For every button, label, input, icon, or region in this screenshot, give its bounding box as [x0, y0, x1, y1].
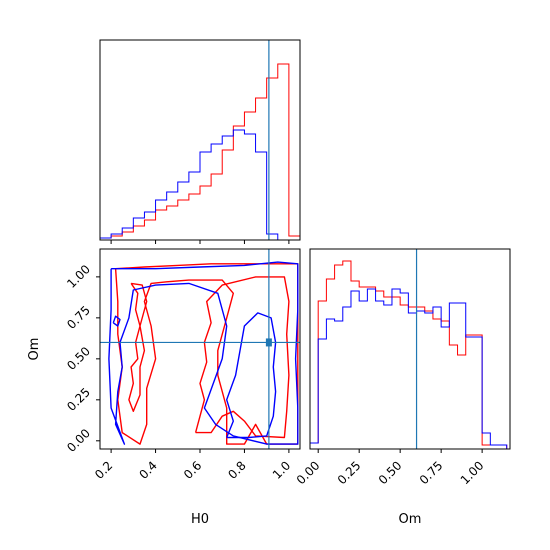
joint-ytick-label: 1.00: [64, 262, 93, 291]
om-axis-label-y: Om: [27, 338, 42, 361]
joint-xtick-label: 0.8: [225, 458, 248, 481]
om-marginal-panel: 0.00 0.25 0.50 0.75 1.00 Om: [294, 248, 511, 527]
joint-xtick-label: 1.0: [270, 458, 293, 481]
om-marginal-frame: [309, 248, 511, 450]
om-histogram-blue: [309, 288, 508, 449]
h0-axis-label: H0: [191, 512, 209, 527]
joint-xtick-label: 0.2: [92, 458, 115, 481]
om-marginal-xtick-label: 0.25: [335, 458, 364, 487]
h0-om-joint-panel: 0.2 0.4 0.6 0.8 1.0 0.00 0.25 0.50 0.75 1.00 H0 Om: [27, 248, 301, 527]
om-marginal-xtick-label: 0.75: [417, 458, 446, 487]
om-marginal-xtick-label: 1.00: [458, 458, 487, 487]
om-axis-label-x: Om: [399, 512, 422, 527]
h0-marginal-frame: [99, 39, 301, 241]
joint-xtick-label: 0.4: [136, 458, 159, 481]
contour-red-1: [194, 276, 290, 439]
contour-red-2: [128, 282, 148, 412]
contour-blue-0: [108, 261, 299, 445]
h0-marginal-panel: [99, 39, 301, 244]
joint-frame: [99, 248, 301, 450]
joint-ytick-label: 0.25: [64, 385, 93, 414]
joint-ytick-label: 0.50: [64, 344, 93, 373]
joint-ytick-label: 0.75: [64, 303, 93, 332]
om-histogram-red: [309, 260, 508, 449]
joint-ytick-label: 0.00: [64, 426, 93, 455]
contour-blue-1: [225, 312, 277, 439]
h0-histogram-blue: [99, 129, 300, 241]
joint-xtick-label: 0.6: [181, 458, 204, 481]
truth-marker: [265, 338, 272, 347]
om-marginal-xtick-label: 0.50: [376, 458, 405, 487]
contour-blue-2: [112, 315, 121, 327]
h0-histogram-red: [99, 63, 301, 240]
om-marginal-xtick-label: 0.00: [294, 458, 323, 487]
